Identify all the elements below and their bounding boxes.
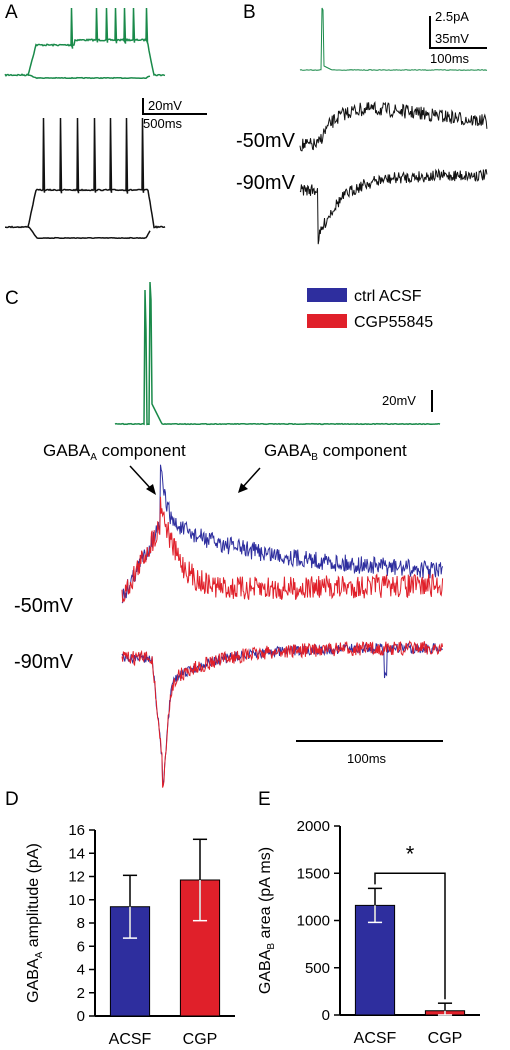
panel-b-scale-bar: 2.5pA 35mV 100ms [429, 9, 487, 66]
chart-e-y-tick-label: 1500 [297, 865, 330, 882]
chart-d-y-tick-label: 10 [68, 892, 85, 909]
chart-d-y-tick-label: 12 [68, 869, 85, 886]
chart-d: 0 2 4 6 8 10 12 14 16 ACSF CGP GABAA amplitude (pA) [25, 822, 235, 1048]
panel-label-c: C [5, 288, 19, 309]
panel-a-black-hyperpolarizing-trace [28, 226, 151, 240]
chart-e-y-tick-label: 1000 [297, 913, 330, 930]
panel-label-a: A [5, 2, 18, 23]
chart-e-category-label: CGP [428, 1030, 463, 1047]
panel-c-label-minus50: -50mV [14, 595, 74, 617]
panel-b-scale-current: 2.5pA [435, 9, 469, 24]
panel-c-voltage-scale: 20mV [382, 390, 433, 412]
panel-c-spike-trace [114, 281, 441, 426]
panel-a-green-trace [4, 7, 166, 77]
panel-label-d: D [5, 789, 19, 810]
legend-label-acsf: ctrl ACSF [354, 288, 422, 305]
chart-d-category-label: CGP [183, 1031, 218, 1048]
chart-d-y-tick-label: 6 [77, 938, 85, 955]
panel-a: A 20mV 500ms [4, 2, 207, 240]
panel-b-scale-time: 100ms [430, 51, 470, 66]
legend-label-cgp: CGP55845 [354, 314, 433, 331]
chart-e-significance-star: * [406, 841, 415, 866]
chart-e-y-axis-label: GABAB area (pA ms) [257, 847, 277, 994]
panel-c-annotation-gaba-b: GABAB component [238, 441, 407, 493]
panel-a-green-hyperpolarizing-trace [27, 74, 151, 80]
chart-d-y-axis-label: GABAA amplitude (pA) [25, 843, 45, 1003]
panel-c-annotation-gaba-a: GABAA component [43, 441, 186, 495]
panel-c-cgp-trace-minus90 [121, 640, 444, 788]
panel-a-scale-voltage: 20mV [148, 98, 182, 113]
panel-c: C ctrl ACSF CGP55845 20mV GABAA componen… [5, 281, 444, 788]
panel-b-label-minus50: -50mV [236, 130, 296, 152]
chart-e-y-tick-label: 0 [322, 1007, 330, 1024]
legend-swatch-cgp [307, 314, 347, 328]
panel-c-time-scale: 100ms [296, 740, 443, 766]
chart-e-category-label: ACSF [354, 1030, 397, 1047]
legend-swatch-acsf [307, 288, 347, 302]
chart-e-y-tick-label: 2000 [297, 818, 330, 835]
panel-c-label-minus90: -90mV [14, 651, 74, 673]
panel-b-trace-minus50 [299, 101, 488, 152]
svg-text:GABAB component: GABAB component [264, 441, 407, 463]
chart-d-category-label: ACSF [109, 1031, 152, 1048]
chart-e-y-tick-label: 500 [305, 960, 330, 977]
chart-d-y-tick-label: 4 [77, 962, 85, 979]
panel-b: B 2.5pA 35mV 100ms -50mV -90mV [236, 2, 488, 245]
panel-c-cgp-trace-minus50 [121, 496, 444, 603]
panel-a-scale-time: 500ms [143, 116, 183, 131]
chart-d-bar-acsf [109, 906, 151, 1017]
panel-b-scale-voltage: 35mV [435, 31, 469, 46]
panel-c-legend: ctrl ACSF CGP55845 [307, 288, 433, 331]
panel-c-acsf-trace-minus90 [121, 642, 443, 786]
panel-a-scale-bar: 20mV 500ms [142, 98, 207, 131]
panel-b-spike-trace [299, 7, 488, 71]
chart-d-y-tick-label: 8 [77, 915, 85, 932]
chart-d-y-tick-label: 14 [68, 845, 85, 862]
chart-e-bar-acsf [354, 904, 396, 1016]
svg-text:GABAA component: GABAA component [43, 441, 186, 463]
panel-e: E 0 500 1000 1500 2000 ACSF CGP GABAB area (pA … [257, 789, 480, 1047]
panel-c-scale-time: 100ms [347, 751, 387, 766]
chart-d-y-tick-label: 16 [68, 822, 85, 839]
panel-b-trace-minus90 [299, 168, 488, 245]
panel-a-black-trace [5, 117, 166, 229]
panel-d: D 0 2 4 6 8 10 12 14 16 ACSF CGP GABAA amplitude (p… [5, 789, 235, 1048]
panel-label-b: B [243, 2, 256, 23]
panel-label-e: E [258, 789, 271, 810]
panel-b-label-minus90: -90mV [236, 172, 296, 194]
panel-c-acsf-trace-minus50 [121, 464, 444, 604]
chart-d-y-tick-label: 0 [77, 1008, 85, 1025]
chart-e: 0 500 1000 1500 2000 ACSF CGP GABAB area (pA ms… [257, 818, 480, 1047]
chart-e-significance-bracket [374, 872, 446, 1000]
panel-c-scale-voltage: 20mV [382, 393, 416, 408]
chart-d-y-tick-label: 2 [77, 985, 85, 1002]
